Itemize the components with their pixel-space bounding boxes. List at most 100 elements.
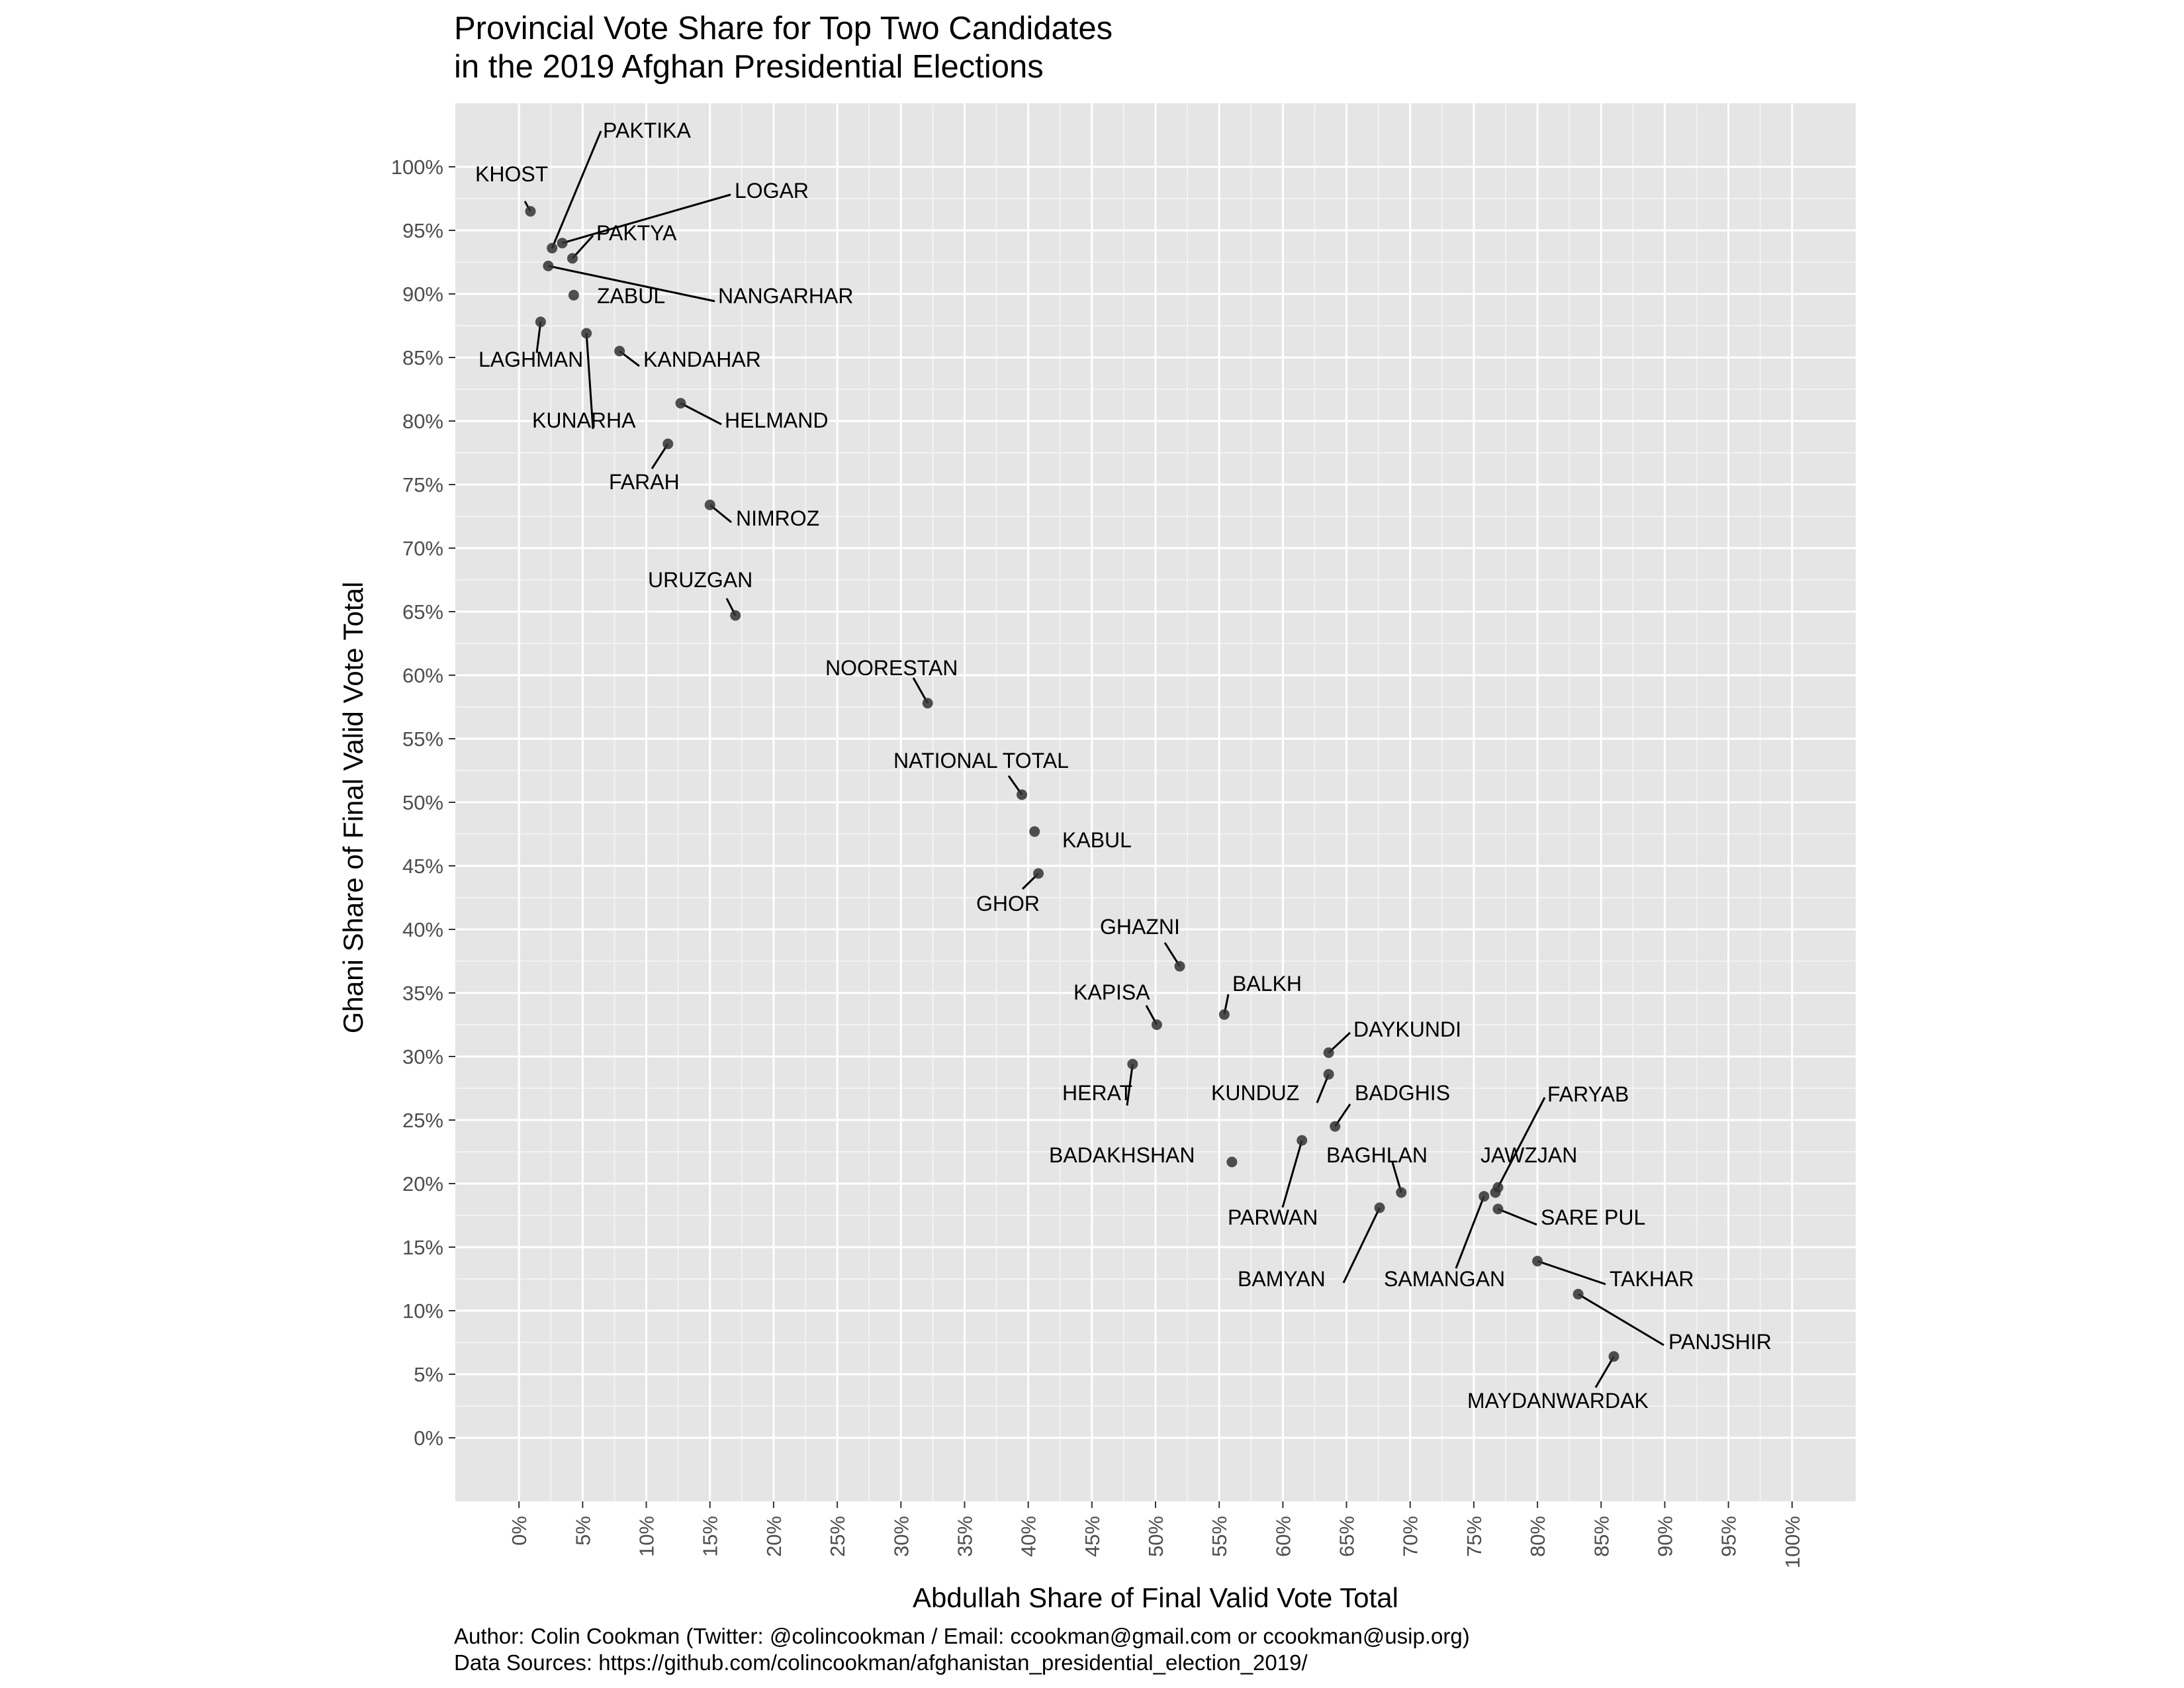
x-tick-label: 75% [1463,1516,1486,1557]
point-kabul [1029,826,1040,837]
x-tick-label: 15% [699,1516,722,1557]
major-gridlines [455,103,1856,1501]
point-noorestan [922,698,933,709]
x-tick-label: 60% [1271,1516,1295,1557]
label-logar: LOGAR [735,179,809,203]
label-kandahar: KANDAHAR [643,348,761,371]
point-balkh [1218,1009,1230,1020]
label-noorestan: NOORESTAN [825,656,958,680]
caption-sources: Data Sources: https://github.com/colinco… [454,1650,1308,1675]
point-panjshir [1572,1289,1584,1300]
y-tick-label: 95% [402,219,443,242]
y-tick-label: 25% [402,1109,443,1132]
point-kunarha [581,328,592,339]
label-balkh: BALKH [1232,972,1302,996]
chart-title: Provincial Vote Share for Top Two Candid… [454,9,1113,86]
point-laghman [535,316,546,328]
x-axis-title: Abdullah Share of Final Valid Vote Total [913,1582,1398,1613]
y-tick-label: 45% [402,855,443,878]
y-tick-label: 35% [402,982,443,1005]
label-maydanwardak: MAYDANWARDAK [1467,1389,1649,1413]
label-zabul: ZABUL [597,284,665,308]
x-tick-label: 100% [1781,1516,1804,1568]
x-tick-label: 35% [953,1516,976,1557]
x-tick-label: 0% [508,1516,531,1546]
point-herat [1127,1058,1138,1070]
x-axis: 0% 5% 10% 15% 20% 25% 30% 35% 40% 45% 50% 55% 60% 65%… [508,1501,1804,1568]
label-laghman: LAGHMAN [478,348,583,371]
label-samangan: SAMANGAN [1384,1267,1505,1291]
leader-line-maydanwardak [1594,1356,1615,1388]
leader-line-panjshir [1577,1293,1664,1346]
x-tick-label: 20% [762,1516,786,1557]
point-kunduz [1323,1068,1334,1080]
y-tick-label: 20% [402,1172,443,1196]
point-labels: KHOST PAKTIKA LOGAR PAKTYA NANGARHAR ZABUL LAG… [475,118,1772,1413]
point-baghlan [1396,1187,1407,1198]
x-tick-label: 85% [1590,1516,1613,1557]
leader-line-bamyan [1342,1207,1381,1284]
point-helmand [675,398,686,409]
chart-title-line-2: in the 2019 Afghan Presidential Election… [454,49,1044,85]
point-maydanwardak [1608,1351,1619,1362]
y-tick-label: 0% [414,1427,443,1450]
label-paktika: PAKTIKA [603,118,691,142]
y-tick-label: 70% [402,537,443,560]
y-tick-label: 40% [402,918,443,941]
caption-author: Author: Colin Cookman (Twitter: @colinco… [454,1624,1470,1648]
leader-line-samangan [1455,1196,1485,1269]
y-tick-label: 60% [402,664,443,687]
point-kandahar [614,346,625,357]
y-tick-label: 55% [402,727,443,751]
point-paktika [547,242,558,254]
x-tick-label: 45% [1081,1516,1104,1557]
x-tick-label: 70% [1399,1516,1422,1557]
label-nangarhar: NANGARHAR [718,284,853,308]
label-kunduz: KUNDUZ [1211,1081,1299,1105]
chart-caption: Author: Colin Cookman (Twitter: @colinco… [454,1623,1470,1676]
label-herat: HERAT [1062,1081,1132,1105]
point-bamyan [1374,1202,1385,1213]
x-tick-label: 40% [1017,1516,1040,1557]
y-axis: 0% 5% 10% 15% 20% 25% 30% 35% 40% 45% 50% 55% 60% 65%… [391,156,455,1450]
label-panjshir: PANJSHIR [1668,1330,1772,1354]
y-axis-title: Ghani Share of Final Valid Vote Total [338,582,369,1034]
label-jawzjan: JAWZJAN [1480,1143,1577,1167]
leader-line-herat [1126,1064,1134,1106]
y-tick-label: 15% [402,1236,443,1259]
x-tick-label: 30% [889,1516,913,1557]
label-faryab: FARYAB [1547,1082,1629,1106]
leader-line-takhar [1537,1260,1606,1286]
label-nimroz: NIMROZ [736,506,819,530]
leader-line-nangarhar [548,265,715,303]
x-tick-label: 25% [826,1516,849,1557]
label-baghlan: BAGHLAN [1326,1143,1428,1167]
y-tick-label: 75% [402,473,443,496]
chart-title-line-1: Provincial Vote Share for Top Two Candid… [454,11,1113,46]
y-tick-label: 10% [402,1299,443,1323]
y-tick-label: 50% [402,791,443,814]
label-khost: KHOST [475,162,548,186]
label-daykundi: DAYKUNDI [1353,1017,1461,1041]
label-takhar: TAKHAR [1610,1267,1694,1291]
point-takhar [1532,1256,1543,1267]
point-jawzjan [1490,1187,1501,1198]
label-national-total: NATIONAL TOTAL [893,749,1069,773]
label-badghis: BADGHIS [1355,1081,1450,1105]
label-ghazni: GHAZNI [1100,915,1180,939]
leader-line-logar [562,193,731,244]
leader-line-paktika [551,130,602,249]
point-ghazni [1174,961,1185,972]
point-paktya [567,253,578,264]
point-khost [525,206,536,217]
label-ghor: GHOR [976,892,1040,915]
data-points [525,206,1619,1362]
label-bamyan: BAMYAN [1238,1267,1326,1291]
point-badakhshan [1226,1156,1238,1168]
y-tick-label: 30% [402,1045,443,1068]
label-helmand: HELMAND [725,408,828,432]
x-tick-label: 50% [1144,1516,1167,1557]
label-farah: FARAH [609,470,680,494]
label-kunarha: KUNARHA [532,408,636,432]
